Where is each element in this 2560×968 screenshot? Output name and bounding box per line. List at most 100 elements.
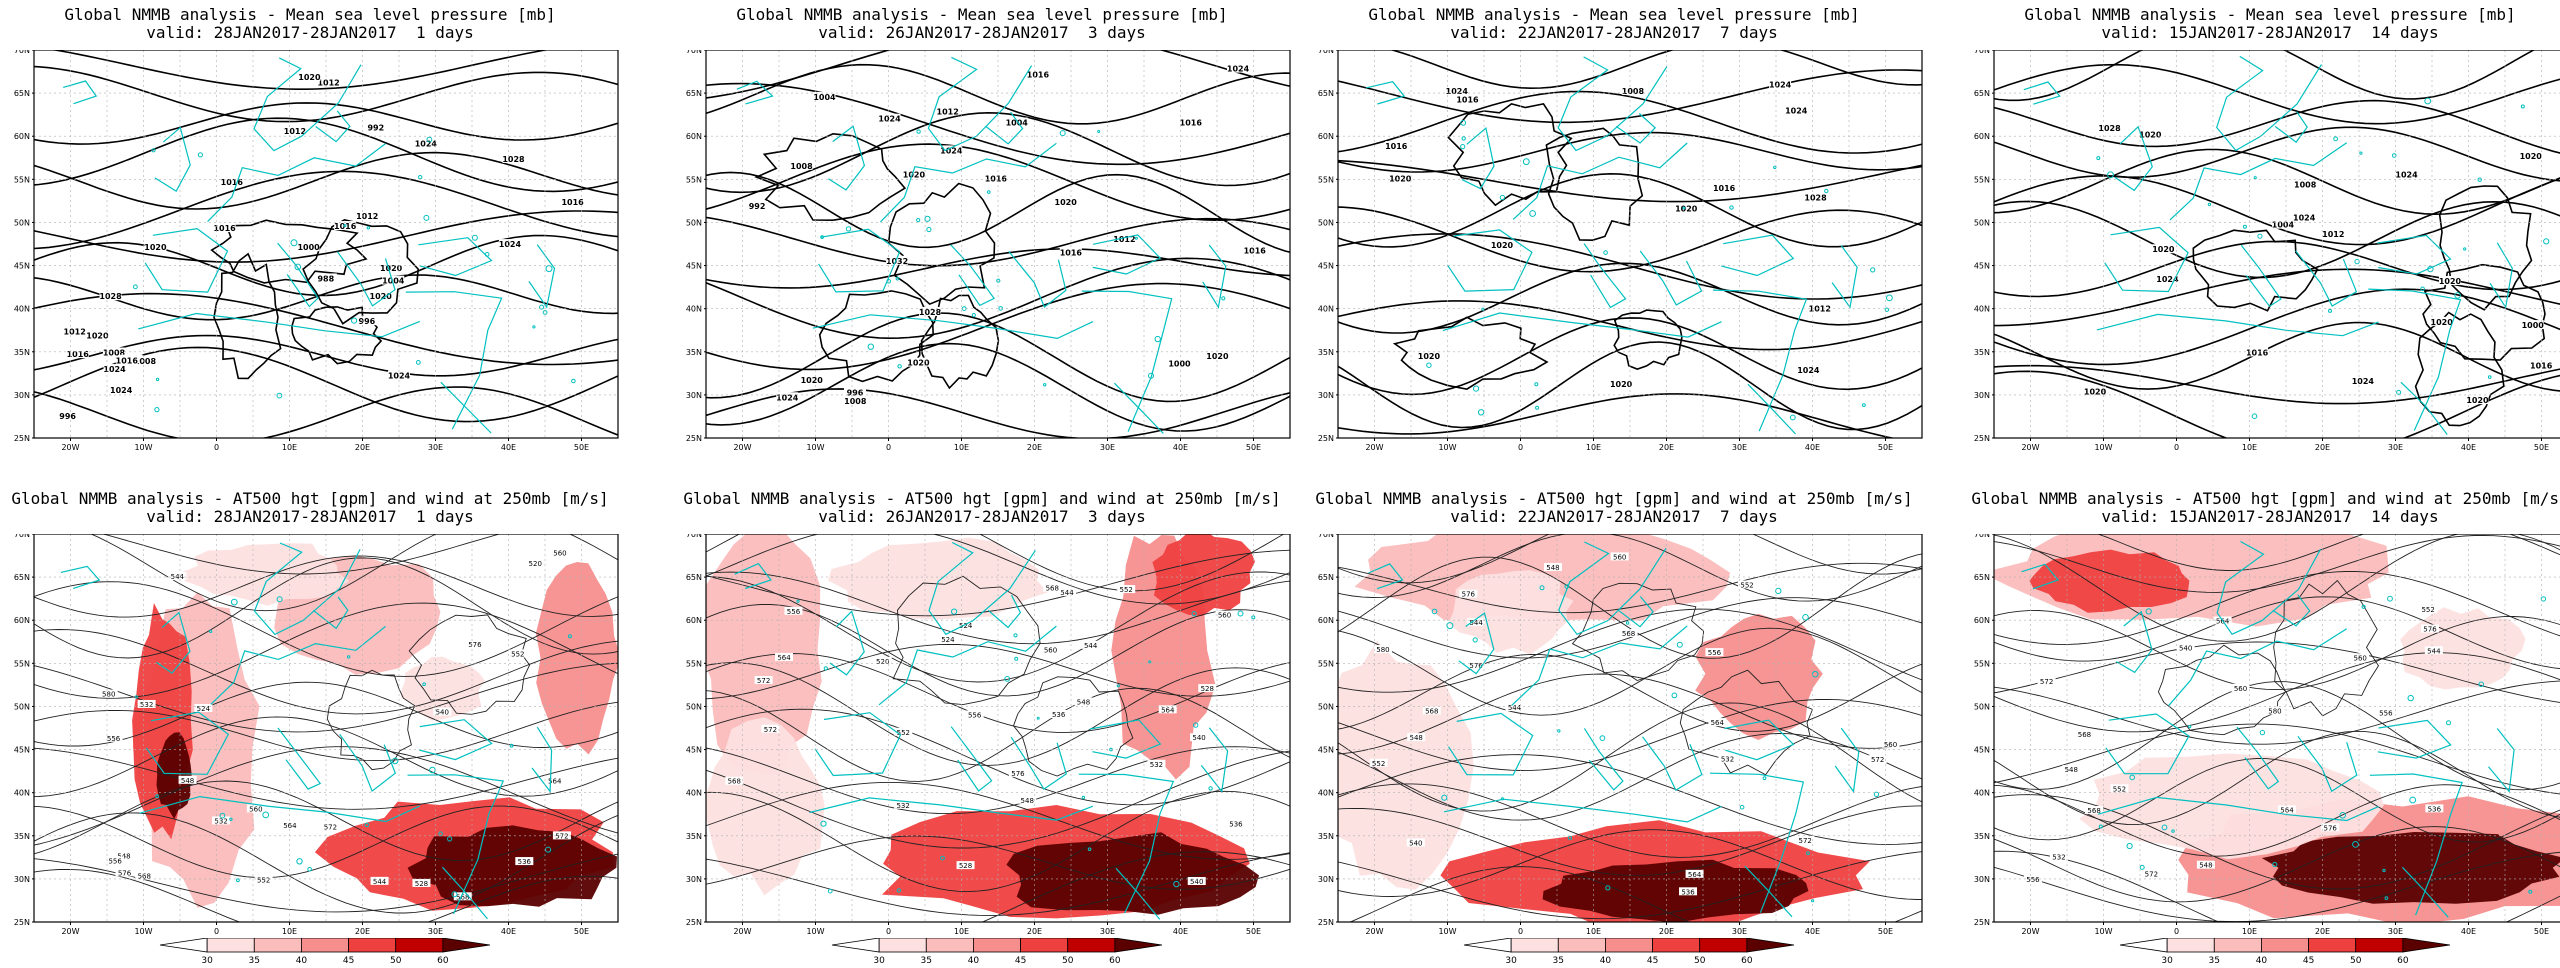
coastline (2242, 224, 2247, 229)
coastline (545, 846, 552, 853)
contour-label-bg (2156, 274, 2179, 284)
contour-label-bg (1808, 303, 1831, 313)
coastline (2487, 375, 2492, 379)
coastline (253, 57, 362, 152)
contour-label: 524 (959, 622, 973, 630)
contour-label: 540 (436, 709, 449, 717)
contour-label-bg (1708, 718, 1727, 727)
contour-label-bg (103, 364, 126, 374)
coastline (1081, 290, 1173, 432)
coastline (418, 175, 423, 180)
coastline (2427, 265, 2434, 273)
contour-label-bg (220, 176, 243, 186)
contour-label-bg (938, 634, 957, 643)
panel-subtitle: valid: 22JAN2017-28JAN2017 7 days (1450, 23, 1778, 42)
lon-tick-label: 40E (1805, 443, 1820, 452)
contour-label-bg (380, 262, 403, 272)
lat-tick-label: 50N (1974, 218, 1990, 227)
colorbar-segment (831, 938, 880, 953)
contour-label-bg (2351, 653, 2370, 662)
lat-tick-label: 60N (1318, 616, 1334, 625)
coastline (2107, 171, 2114, 179)
contour-label: 572 (757, 677, 770, 685)
coastline (1365, 81, 1406, 105)
contour-label-bg (104, 733, 123, 742)
coastline (1097, 130, 1101, 133)
contour-label: 1012 (1809, 305, 1831, 314)
contour-label: 988 (317, 274, 334, 283)
lon-tick-label: 10W (806, 443, 824, 452)
coastline (1739, 804, 1745, 810)
lat-tick-label: 50N (1318, 218, 1334, 227)
contour-label: 1024 (2395, 170, 2418, 179)
contour-label-bg (886, 255, 909, 265)
map-plot: 992 996 1000 1004 1008 1012 1016 1020 1012 1016 10… (686, 50, 1291, 452)
contour-label: 532 (1721, 756, 1734, 764)
isobar (1338, 206, 1922, 273)
coastline (236, 878, 240, 883)
coastline (1078, 773, 1175, 914)
isobar-closed (213, 252, 282, 380)
contour-label-bg (1227, 63, 1250, 73)
contour-label: 540 (2179, 645, 2192, 653)
wind-shading (1542, 859, 1809, 922)
contour-label: 560 (2234, 685, 2247, 693)
coastline (2168, 628, 2348, 707)
contour-label-bg (2246, 347, 2269, 357)
contour-label: 1004 (2272, 221, 2295, 230)
contour-label-bg (1685, 869, 1704, 878)
panel-subtitle: valid: 28JAN2017-28JAN2017 1 days (146, 23, 474, 42)
wind-shading (2029, 549, 2190, 613)
lon-tick-label: 10W (2094, 927, 2112, 936)
height-contour (1338, 783, 1922, 858)
contour-label-bg (1206, 350, 1229, 360)
lat-tick-label: 25N (1318, 434, 1334, 443)
contour-label-bg (178, 775, 197, 784)
lon-tick-label: 20W (733, 927, 751, 936)
isobar-closed (818, 290, 935, 383)
contour-label-bg (1610, 378, 1633, 388)
height-contour (1338, 851, 1922, 920)
contour-label: 536 (1681, 888, 1695, 896)
isobar (34, 386, 618, 438)
contour-label: 572 (1871, 756, 1884, 764)
coastline (879, 142, 1057, 223)
contour-label-bg (1422, 706, 1441, 715)
coastline (2361, 604, 2366, 609)
isobar (1338, 317, 1922, 396)
lon-tick-label: 20W (1365, 927, 1383, 936)
panel-subtitle: valid: 26JAN2017-28JAN2017 3 days (818, 507, 1146, 526)
height-contour-closed (1679, 669, 1814, 776)
contour-label: 568 (1046, 585, 1059, 593)
coastline (2126, 842, 2133, 850)
contour-label: 536 (1052, 711, 1066, 719)
colorbar-segment (1699, 938, 1748, 953)
height-contour (1338, 733, 1922, 821)
height-contour (1994, 826, 2560, 903)
contour-label: 1028 (919, 308, 942, 317)
contour-label: 576 (1462, 591, 1476, 599)
coastline (1115, 867, 1161, 920)
contour-label: 1028 (502, 155, 525, 164)
coastline (2446, 720, 2451, 726)
contour-label: 1012 (356, 212, 378, 221)
colorbar-segment (253, 938, 302, 953)
contour-label: 1020 (2084, 388, 2107, 397)
panel-subtitle: valid: 28JAN2017-28JAN2017 1 days (146, 507, 474, 526)
height-contour (34, 555, 618, 618)
coastline (151, 148, 156, 153)
contour-label: 1012 (317, 79, 339, 88)
map-panel-mslp-14d: Global NMMB analysis - Mean sea level pr… (1960, 0, 2560, 960)
coastline (2207, 202, 2212, 207)
coastline (1773, 165, 1777, 170)
contour-label-bg (894, 800, 913, 809)
contour-label: 572 (764, 726, 777, 734)
colorbar-label: 30 (2161, 956, 2173, 966)
lat-tick-label: 25N (1974, 434, 1990, 443)
contour-label: 1024 (940, 146, 963, 155)
lat-tick-label: 60N (1974, 132, 1990, 141)
lat-tick-label: 70N (686, 534, 702, 539)
height-contour (706, 835, 1290, 890)
contour-label-bg (1008, 768, 1027, 777)
contour-label: 548 (1021, 797, 1034, 805)
